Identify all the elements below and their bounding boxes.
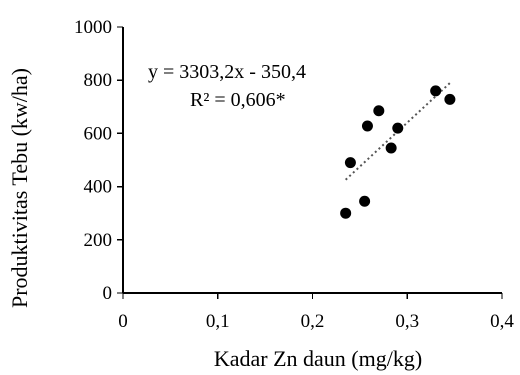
y-tick-label: 200 xyxy=(84,230,113,251)
r-squared-label: R² = 0,606* xyxy=(190,89,286,111)
y-tick-label: 1000 xyxy=(74,17,112,38)
data-point xyxy=(361,120,373,132)
x-tick-label: 0 xyxy=(118,311,128,332)
y-ticks: 0 200 400 600 800 1000 xyxy=(74,17,123,304)
data-point xyxy=(430,85,442,97)
y-tick-label: 600 xyxy=(84,123,113,144)
y-tick-label: 400 xyxy=(84,177,113,198)
data-points xyxy=(340,85,456,219)
regression-equation: y = 3303,2x - 350,4 xyxy=(148,61,306,83)
y-tick-label: 800 xyxy=(84,70,113,91)
data-point xyxy=(392,122,404,134)
data-point xyxy=(340,207,352,219)
x-ticks: 0 0,1 0,2 0,3 0,4 xyxy=(118,293,514,332)
x-axis-title: Kadar Zn daun (mg/kg) xyxy=(214,346,422,371)
y-tick-label: 0 xyxy=(103,283,113,304)
data-point xyxy=(373,105,385,117)
x-tick-label: 0,2 xyxy=(301,311,325,332)
data-point xyxy=(444,93,456,105)
x-tick-label: 0,4 xyxy=(490,311,514,332)
data-point xyxy=(385,142,397,154)
x-tick-label: 0,1 xyxy=(206,311,230,332)
x-tick-label: 0,3 xyxy=(395,311,419,332)
data-point xyxy=(359,195,371,207)
data-point xyxy=(344,157,356,169)
y-axis-title: Produktivitas Tebu (kw/ha) xyxy=(7,68,32,308)
